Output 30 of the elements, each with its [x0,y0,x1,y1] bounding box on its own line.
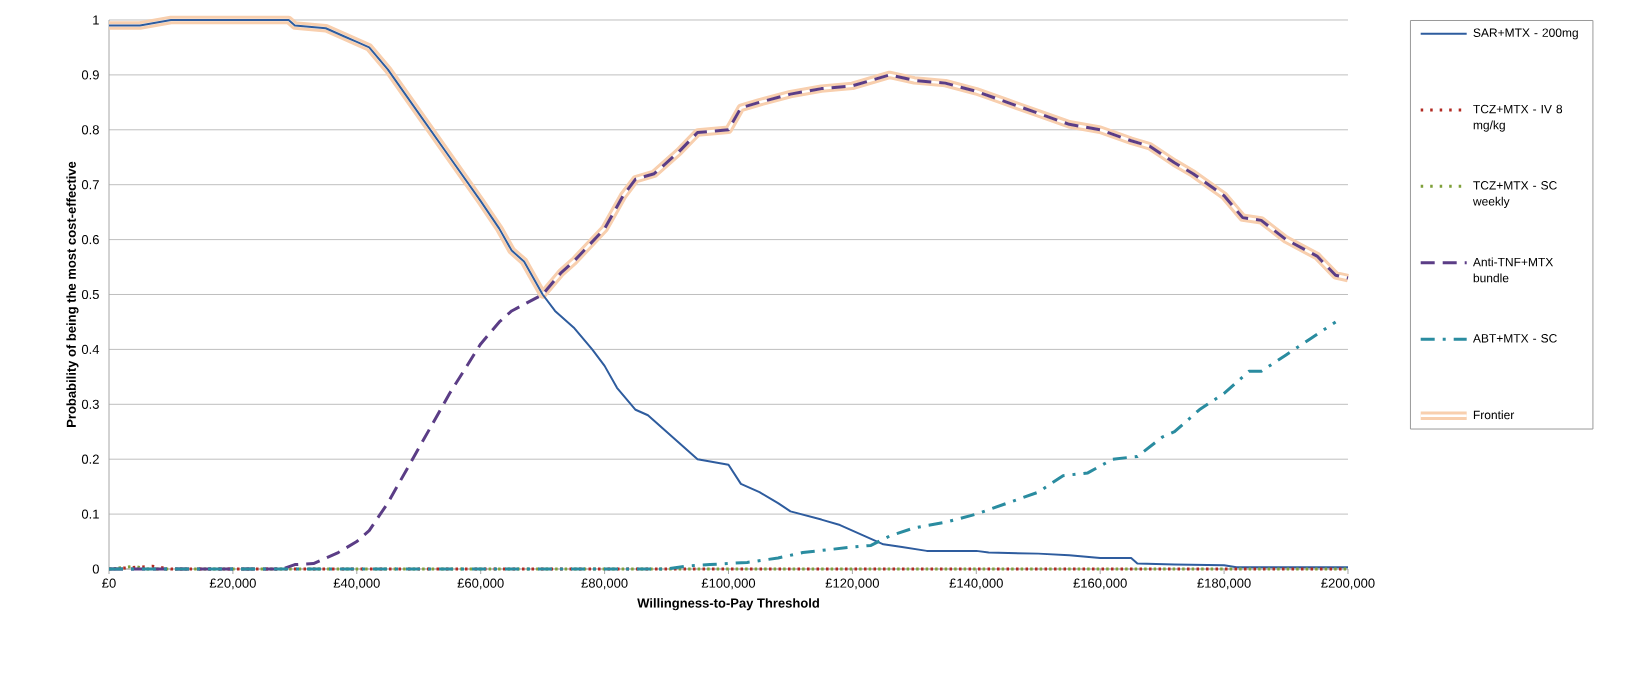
x-tick-label: £0 [102,578,116,588]
y-tick-label: 0.9 [81,70,99,80]
legend-label: TCZ+MTX - SC weekly [1472,181,1557,208]
y-axis-title: Probability of being the most cost-effective [66,161,79,427]
y-tick-label: 0.5 [81,289,99,300]
y-tick-label: 0.1 [81,509,99,519]
y-tick-label: 0.3 [81,399,99,409]
x-tick-label: £180,000 [1197,578,1251,590]
x-tick-label: £100,000 [701,578,756,590]
x-tick-label: £20,000 [209,578,256,590]
y-tick-label: 0.6 [81,234,99,245]
x-tick-label: £200,000 [1321,578,1375,590]
x-tick-label: £60,000 [457,578,504,590]
y-tick-label: 0 [92,564,99,574]
legend-label: Anti-TNF+MTX bundle [1472,257,1554,283]
x-tick-label: £120,000 [825,578,879,590]
y-tick-label: 0.7 [81,180,99,190]
legend-label: ABT+MTX - SC [1472,334,1557,343]
y-tick-label: 0.2 [81,454,99,464]
y-tick-label: 0.8 [81,125,99,135]
legend-label: TCZ+MTX - IV 8 mg/kg [1473,104,1563,132]
y-tick-label: 0.4 [81,344,100,354]
x-tick-label: £140,000 [949,578,1003,590]
x-tick-label: £40,000 [333,578,380,590]
x-tick-label: £160,000 [1073,578,1127,590]
x-tick-label: £80,000 [581,578,628,590]
legend-label: Frontier [1473,410,1515,420]
legend-label: SAR+MTX - 200mg [1473,28,1578,40]
x-axis-title: Willingness-to-Pay Threshold [637,598,819,611]
y-tick-label: 1 [93,15,99,25]
